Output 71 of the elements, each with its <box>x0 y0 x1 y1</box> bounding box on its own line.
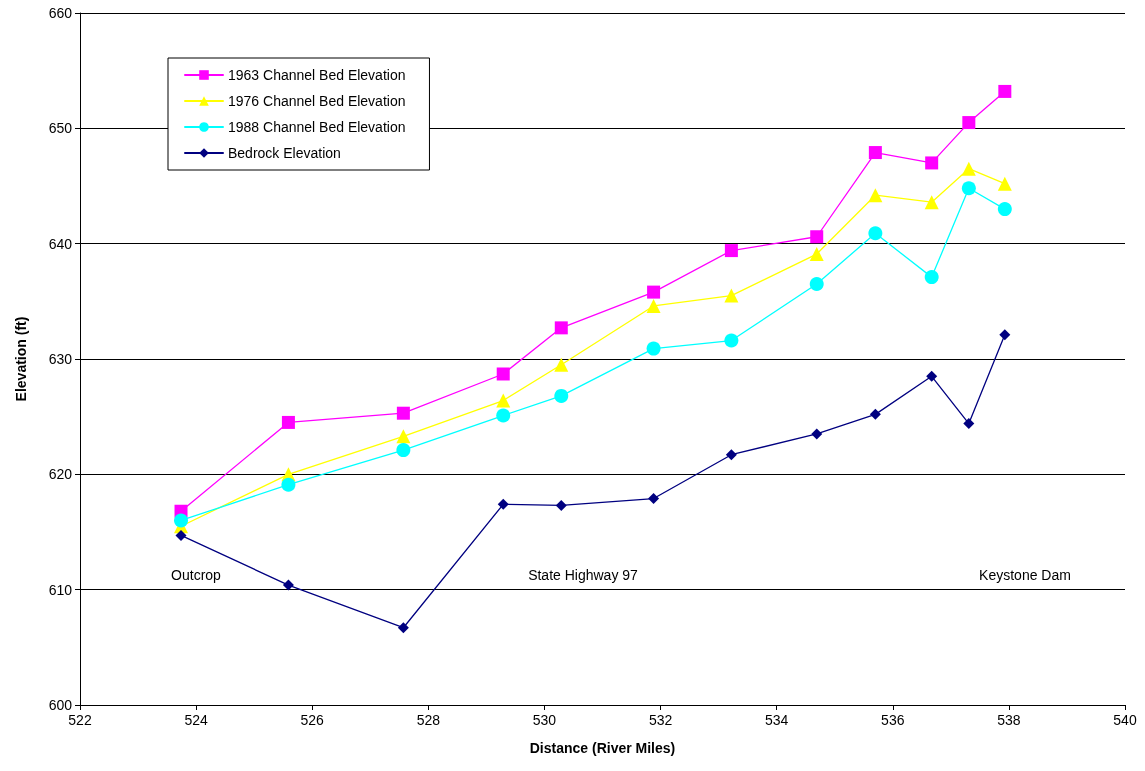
point <box>648 493 660 505</box>
point <box>925 156 939 170</box>
legend-label: 1976 Channel Bed Elevation <box>228 93 406 109</box>
point <box>997 176 1012 191</box>
point <box>926 370 938 382</box>
point <box>998 84 1012 98</box>
y-tick-label: 630 <box>48 351 73 367</box>
point <box>396 429 411 444</box>
x-tick-label: 528 <box>416 712 441 728</box>
point <box>281 415 295 429</box>
point <box>396 406 410 420</box>
point <box>961 161 976 176</box>
point <box>868 226 883 241</box>
point <box>554 321 568 335</box>
point <box>724 288 739 303</box>
y-tick-label: 660 <box>48 5 73 21</box>
point <box>999 329 1011 341</box>
annotation: Keystone Dam <box>979 567 1071 583</box>
point <box>963 418 975 430</box>
point <box>997 202 1012 217</box>
x-tick-label: 530 <box>532 712 557 728</box>
point <box>724 333 739 348</box>
point <box>724 244 738 258</box>
point <box>646 298 661 313</box>
point <box>869 408 881 420</box>
legend-label: 1963 Channel Bed Elevation <box>228 67 406 83</box>
y-tick-label: 610 <box>48 581 73 598</box>
point <box>397 622 409 634</box>
point <box>811 428 823 440</box>
y-tick-label: 620 <box>48 466 73 483</box>
point <box>497 498 509 510</box>
point <box>647 285 661 299</box>
point <box>868 146 882 160</box>
point <box>924 195 939 210</box>
y-tick-label: 640 <box>48 235 73 252</box>
y-tick-label: 650 <box>48 120 73 137</box>
x-tick-label: 536 <box>881 712 905 728</box>
x-tick-label: 522 <box>68 712 92 728</box>
point <box>725 449 737 461</box>
legend-label: 1988 Channel Bed Elevation <box>228 119 406 135</box>
point <box>496 393 511 408</box>
legend-label: Bedrock Elevation <box>228 145 341 161</box>
point <box>868 188 883 203</box>
point <box>282 579 294 591</box>
point <box>496 367 510 381</box>
point <box>555 499 567 511</box>
x-tick-label: 526 <box>300 712 325 728</box>
x-axis-title: Distance (River Miles) <box>529 740 676 756</box>
point <box>496 408 511 423</box>
point <box>924 270 939 285</box>
point <box>174 513 189 528</box>
x-tick-label: 534 <box>764 712 789 728</box>
x-tick-label: 540 <box>1113 712 1137 728</box>
point <box>554 388 569 403</box>
x-tick-label: 532 <box>648 712 673 728</box>
point <box>554 357 569 372</box>
point <box>962 116 976 130</box>
point <box>175 529 187 541</box>
y-tick-label: 600 <box>48 697 73 713</box>
point <box>281 477 296 492</box>
annotation: State Highway 97 <box>528 567 639 583</box>
point <box>809 247 824 262</box>
x-tick-label: 538 <box>997 712 1021 728</box>
point <box>810 230 824 244</box>
point <box>809 277 824 292</box>
y-axis-title: Elevation (ft) <box>13 316 29 402</box>
point <box>396 443 411 458</box>
annotation: Outcrop <box>171 567 222 583</box>
point <box>646 341 661 356</box>
point <box>961 181 976 196</box>
x-tick-label: 524 <box>184 712 208 728</box>
